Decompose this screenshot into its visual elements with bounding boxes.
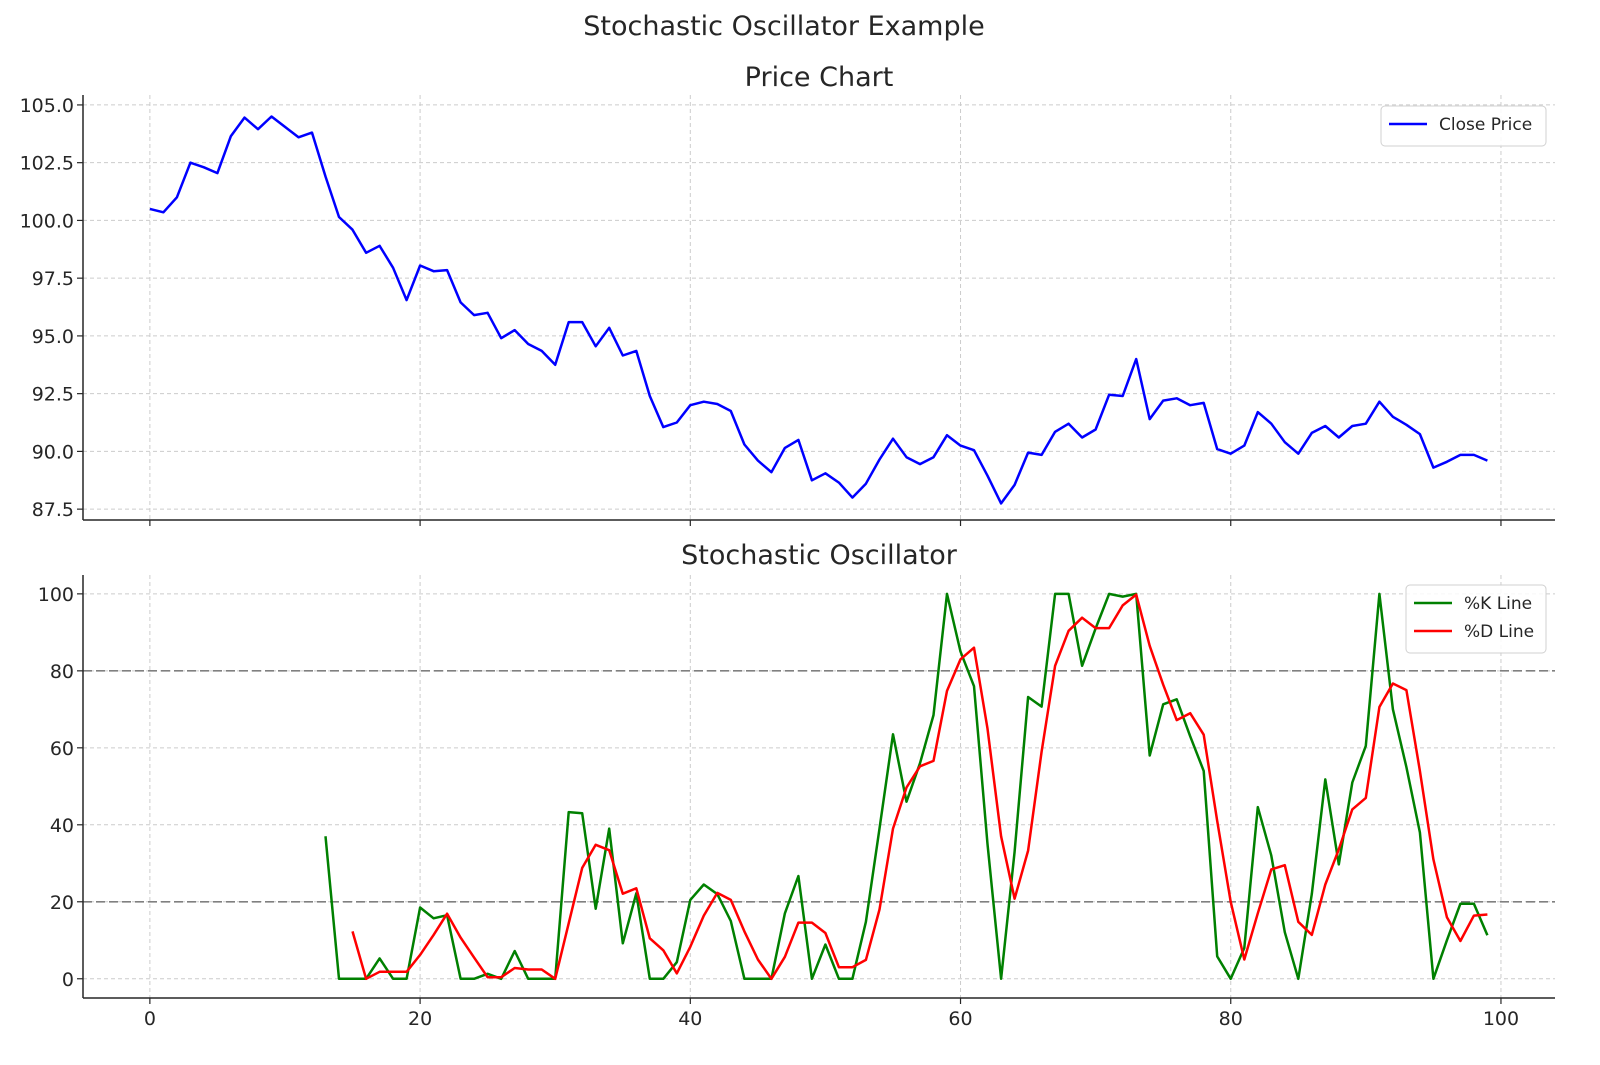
x-tick-label: 60 [948,1008,972,1030]
price-chart: Price Chart 87.5 90.0 92.5 95.0 97.5 100.0 102… [20,62,1555,526]
y-tick-label: 20 [50,892,74,914]
y-tick-label: 95.0 [32,326,74,348]
series-line-1 [351,593,1488,981]
x-tick-label: 80 [1219,1008,1243,1030]
stochastic-chart: Stochastic Oscillator 0 20 40 60 80 100 0 20 40 6… [38,540,1555,1030]
y-tick-label: 100.0 [20,210,74,232]
y-tick-label: 100 [38,584,74,606]
y-tick-label: 102.5 [20,153,74,175]
x-tick-label: 40 [678,1008,702,1030]
y-tick-label: 90.0 [32,441,74,463]
legend-label: %K Line [1464,594,1532,614]
legend-box [1380,105,1547,147]
y-tick-label: 97.5 [32,268,74,290]
legend-label: Close Price [1439,115,1532,135]
y-tick-label: 92.5 [32,384,74,406]
price-chart-title: Price Chart [745,62,894,93]
y-tick-label: 105.0 [20,95,74,117]
series-line-0 [149,115,1488,505]
legend: Close Price [1380,105,1547,147]
figure-title: Stochastic Oscillator Example [583,11,984,42]
series-line-0 [324,592,1489,981]
y-tick-label: 80 [50,661,74,683]
x-tick-label: 0 [144,1008,156,1030]
legend: %K Line %D Line [1405,584,1547,654]
x-tick-label: 20 [408,1008,432,1030]
y-tick-label: 0 [62,969,74,991]
y-tick-label: 87.5 [32,499,74,521]
x-tick-label: 100 [1483,1008,1519,1030]
stochastic-chart-title: Stochastic Oscillator [681,540,958,571]
y-tick-label: 40 [50,815,74,837]
legend-label: %D Line [1464,622,1534,642]
y-tick-label: 60 [50,738,74,760]
